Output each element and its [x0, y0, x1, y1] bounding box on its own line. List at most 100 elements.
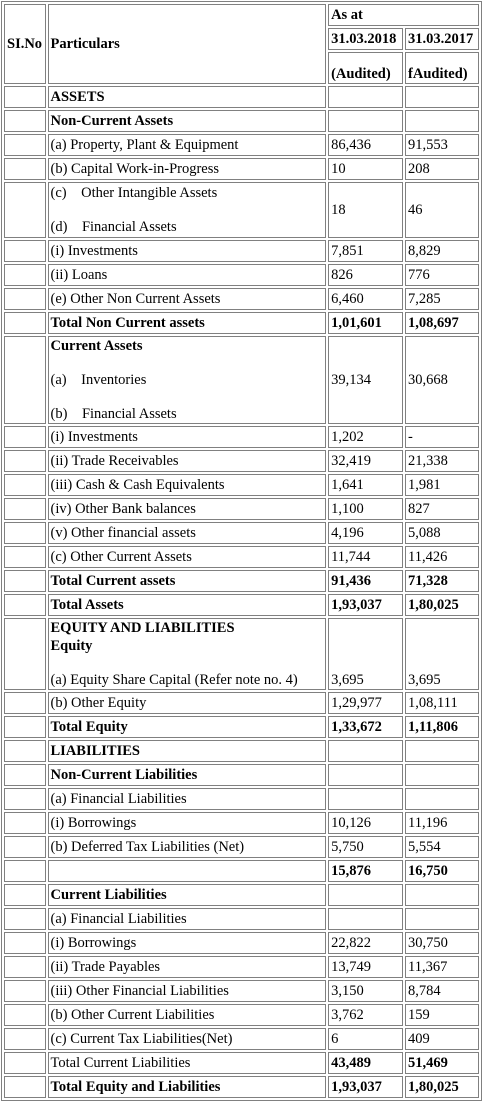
table-row: Non-Current Liabilities — [4, 764, 479, 786]
table-row: (a) Financial Liabilities — [4, 788, 479, 810]
value-2017: 8,784 — [405, 980, 479, 1002]
value-2017: 208 — [405, 158, 479, 180]
value-2017: 5,554 — [405, 836, 479, 858]
assets-heading: ASSETS — [47, 86, 327, 108]
row-label: (i) Borrowings — [47, 932, 327, 954]
date-2018-header: 31.03.2018 — [328, 28, 404, 50]
value-2018: 1,33,672 — [328, 716, 404, 738]
value-2017: 46 — [405, 182, 479, 238]
table-row: Total Current assets 91,436 71,328 — [4, 570, 479, 592]
table-row: Total Equity and Liabilities 1,93,037 1,… — [4, 1076, 479, 1098]
value-2017: 51,469 — [405, 1052, 479, 1074]
value-2017: 5,088 — [405, 522, 479, 544]
table-row: (c) Current Tax Liabilities(Net) 6 409 — [4, 1028, 479, 1050]
particulars-header: Particulars — [47, 4, 327, 84]
value-2018: 18 — [328, 182, 404, 238]
row-label: (ii) Trade Payables — [47, 956, 327, 978]
value-2018: 43,489 — [328, 1052, 404, 1074]
value-2018: 7,851 — [328, 240, 404, 262]
value-2018: 39,134 — [328, 336, 404, 424]
table-row: ASSETS — [4, 86, 479, 108]
value-2017: 3,695 — [405, 618, 479, 690]
value-2018: 32,419 — [328, 450, 404, 472]
value-2017: 159 — [405, 1004, 479, 1026]
table-row: (i) Borrowings 10,126 11,196 — [4, 812, 479, 834]
row-label: (e) Other Non Current Assets — [47, 288, 327, 310]
table-row: Non-Current Assets — [4, 110, 479, 132]
header-row-3: (Audited) fAudited) — [4, 52, 479, 84]
row-label: (iii) Cash & Cash Equivalents — [47, 474, 327, 496]
row-label: (b) Capital Work-in-Progress — [47, 158, 327, 180]
row-label: Total Equity and Liabilities — [47, 1076, 327, 1098]
value-2018: 1,93,037 — [328, 594, 404, 616]
row-label: (v) Other financial assets — [47, 522, 327, 544]
table-row: Total Current Liabilities 43,489 51,469 — [4, 1052, 479, 1074]
value-2018: 13,749 — [328, 956, 404, 978]
table-row: (v) Other financial assets 4,196 5,088 — [4, 522, 479, 544]
table-row: (i) Investments 7,851 8,829 — [4, 240, 479, 262]
row-label: (c) Current Tax Liabilities(Net) — [47, 1028, 327, 1050]
row-label: Total Equity — [47, 716, 327, 738]
equity-heading: Equity — [50, 638, 93, 654]
value-2017: 30,750 — [405, 932, 479, 954]
non-current-liabilities-heading: Non-Current Liabilities — [47, 764, 327, 786]
table-row: (i) Borrowings 22,822 30,750 — [4, 932, 479, 954]
value-2018: 5,750 — [328, 836, 404, 858]
row-label: (ii) Trade Receivables — [47, 450, 327, 472]
row-label: Current Assets (a) Inventories (b) Finan… — [47, 336, 327, 424]
row-label: (iv) Other Bank balances — [47, 498, 327, 520]
value-2018: 6 — [328, 1028, 404, 1050]
value-2017: 776 — [405, 264, 479, 286]
audited-2017-header: fAudited) — [405, 52, 479, 84]
as-at-header: As at — [328, 4, 479, 26]
table-row: (e) Other Non Current Assets 6,460 7,285 — [4, 288, 479, 310]
current-liabilities-heading: Current Liabilities — [47, 884, 327, 906]
value-2017: 30,668 — [405, 336, 479, 424]
table-row: (iii) Other Financial Liabilities 3,150 … — [4, 980, 479, 1002]
row-label: Total Current assets — [47, 570, 327, 592]
value-2018: 4,196 — [328, 522, 404, 544]
row-label: EQUITY AND LIABILITIES Equity (a) Equity… — [47, 618, 327, 690]
value-2017: 91,553 — [405, 134, 479, 156]
value-2017: 11,196 — [405, 812, 479, 834]
value-2017: 8,829 — [405, 240, 479, 262]
date-2017-header: 31.03.2017 — [405, 28, 479, 50]
value-2018: 1,29,977 — [328, 692, 404, 714]
value-2017: 21,338 — [405, 450, 479, 472]
row-label: (iii) Other Financial Liabilities — [47, 980, 327, 1002]
equity-liabilities-heading: EQUITY AND LIABILITIES — [50, 620, 235, 636]
value-2018: 3,695 — [328, 618, 404, 690]
liabilities-heading: LIABILITIES — [47, 740, 327, 762]
table-row: (a) Financial Liabilities — [4, 908, 479, 930]
row-label: (a) Financial Liabilities — [47, 908, 327, 930]
non-current-assets-heading: Non-Current Assets — [47, 110, 327, 132]
table-row: (ii) Trade Payables 13,749 11,367 — [4, 956, 479, 978]
value-2017: 1,80,025 — [405, 1076, 479, 1098]
row-label: (b) Other Equity — [47, 692, 327, 714]
value-2017: 1,08,111 — [405, 692, 479, 714]
header-row-2: 31.03.2018 31.03.2017 — [4, 28, 479, 50]
value-2018: 1,01,601 — [328, 312, 404, 334]
table-row: (ii) Loans 826 776 — [4, 264, 479, 286]
value-2017: 16,750 — [405, 860, 479, 882]
row-label: (c) Other Current Assets — [47, 546, 327, 568]
value-2018: 10,126 — [328, 812, 404, 834]
table-row: Current Assets (a) Inventories (b) Finan… — [4, 336, 479, 424]
table-row: (b) Deferred Tax Liabilities (Net) 5,750… — [4, 836, 479, 858]
table-row: (b) Other Equity 1,29,977 1,08,111 — [4, 692, 479, 714]
value-2017: 7,285 — [405, 288, 479, 310]
value-2017: 409 — [405, 1028, 479, 1050]
table-row: LIABILITIES — [4, 740, 479, 762]
value-2018: 6,460 — [328, 288, 404, 310]
value-2018: 11,744 — [328, 546, 404, 568]
row-label: (b) Other Current Liabilities — [47, 1004, 327, 1026]
table-row: 15,876 16,750 — [4, 860, 479, 882]
value-2018: 86,436 — [328, 134, 404, 156]
row-label: (i) Investments — [47, 240, 327, 262]
table-row: Current Liabilities — [4, 884, 479, 906]
value-2018: 22,822 — [328, 932, 404, 954]
table-row: (a) Property, Plant & Equipment 86,436 9… — [4, 134, 479, 156]
value-2018: 1,202 — [328, 426, 404, 448]
table-row: Total Non Current assets 1,01,601 1,08,6… — [4, 312, 479, 334]
